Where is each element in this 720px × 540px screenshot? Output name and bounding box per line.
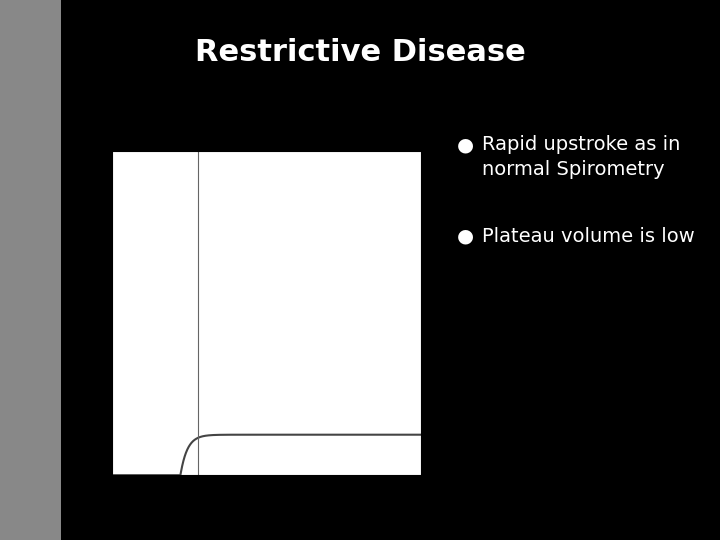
Text: Rapid upstroke as in
normal Spirometry: Rapid upstroke as in normal Spirometry: [482, 135, 681, 179]
Text: Restrictive Disease: Restrictive Disease: [194, 38, 526, 67]
Y-axis label: Volume: Volume: [77, 290, 90, 336]
X-axis label: Time: Time: [249, 500, 284, 514]
Text: Plateau volume is low: Plateau volume is low: [482, 227, 695, 246]
Text: ●: ●: [457, 135, 474, 154]
Text: ●: ●: [457, 227, 474, 246]
